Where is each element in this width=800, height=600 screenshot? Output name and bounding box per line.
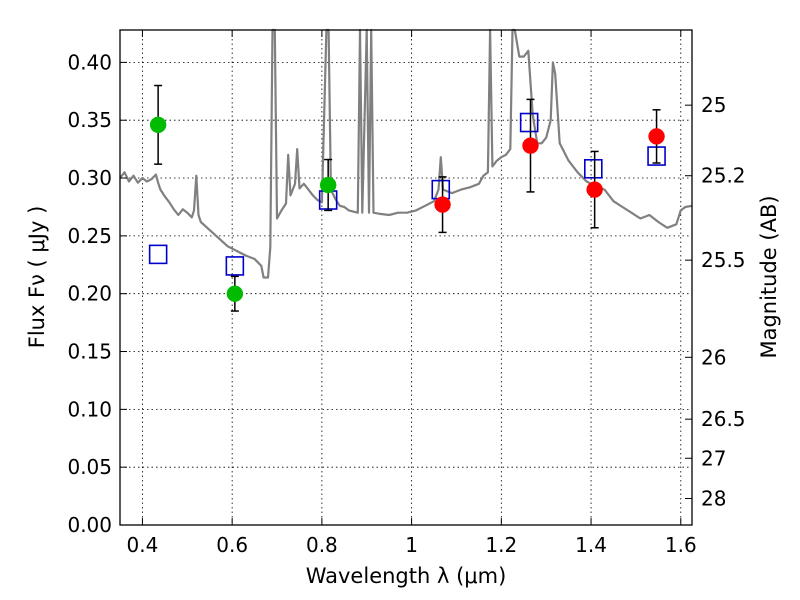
y-tick-label: 0.35 [67, 108, 112, 132]
data-point [319, 176, 337, 194]
photometry-points [148, 84, 666, 312]
data-point [648, 128, 665, 145]
open-square-point [519, 112, 539, 133]
y-tick-label: 0.20 [67, 282, 112, 306]
x-tick-label: 0.6 [216, 533, 248, 557]
data-point [522, 137, 539, 154]
y-tick-label: 0.05 [67, 455, 112, 479]
data-point [586, 181, 603, 198]
data-point [434, 196, 451, 213]
y-tick-label: 0.25 [67, 224, 112, 248]
magnitude-tick-label: 26.5 [701, 407, 746, 431]
y-tick-label: 0.15 [67, 340, 112, 364]
model-spectrum [119, 28, 693, 279]
right-axis-label: Magnitude (AB) [757, 195, 781, 358]
x-tick-label: 1 [405, 533, 418, 557]
x-tick-label: 0.8 [306, 533, 338, 557]
open-square-point [148, 244, 168, 265]
magnitude-tick-label: 25 [701, 93, 726, 117]
magnitude-tick-label: 25.2 [701, 164, 746, 188]
open-square-point [431, 179, 451, 200]
magnitude-tick-label: 25.5 [701, 248, 746, 272]
y-tick-label: 0.10 [67, 397, 112, 421]
data-point [149, 116, 167, 134]
x-axis-label: Wavelength λ (μm) [306, 564, 507, 588]
open-square-point [225, 256, 245, 276]
x-tick-label: 0.4 [127, 533, 159, 557]
y-tick-label: 0.00 [67, 513, 112, 537]
magnitude-axis-ticks: 25 25.2 25.5 26 26.5 27 28 [685, 93, 746, 511]
grid-lines [120, 30, 692, 526]
magnitude-tick-label: 28 [701, 487, 726, 511]
open-square-point [584, 158, 603, 179]
spectrum-line [119, 28, 693, 279]
magnitude-tick-label: 26 [701, 345, 726, 369]
x-tick-label: 1.6 [665, 533, 697, 557]
x-tick-label: 1.2 [485, 533, 517, 557]
y-tick-label: 0.30 [67, 166, 112, 190]
y-axis-ticks: 0.00 0.05 0.10 0.15 0.20 0.25 0.30 0.35 0.40 [67, 50, 127, 537]
y-tick-label: 0.40 [67, 50, 112, 74]
magnitude-tick-label: 27 [701, 446, 726, 470]
data-point [226, 285, 244, 302]
plot-frame [119, 29, 693, 526]
y-axis-label: Flux Fν ( μJy ) [25, 206, 49, 349]
x-tick-label: 1.4 [575, 533, 607, 557]
x-axis-ticks: 0.4 0.6 0.8 1 1.2 1.4 1.6 [127, 30, 697, 557]
